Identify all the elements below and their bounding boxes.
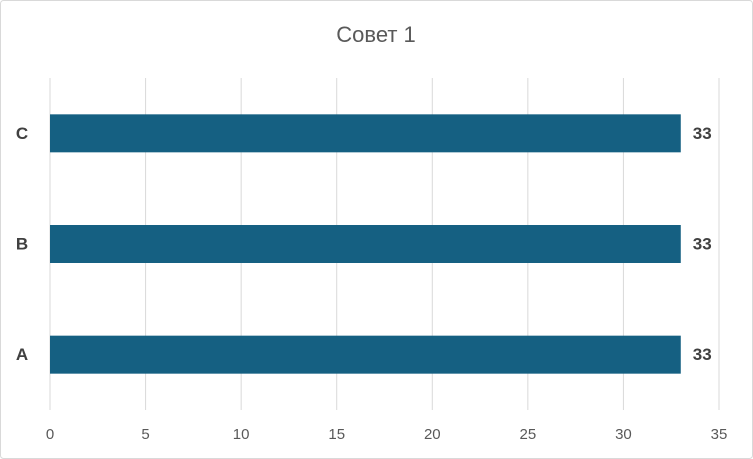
x-tick-label: 10 bbox=[233, 426, 250, 443]
x-tick-label: 25 bbox=[520, 426, 537, 443]
x-tick-label: 5 bbox=[141, 426, 149, 443]
x-tick-label: 35 bbox=[711, 426, 728, 443]
bar bbox=[50, 114, 681, 153]
x-tick-label: 15 bbox=[328, 426, 345, 443]
x-tick-label: 20 bbox=[424, 426, 441, 443]
data-label: 33 bbox=[693, 124, 712, 143]
y-tick-label: C bbox=[16, 124, 28, 143]
bar bbox=[50, 335, 681, 374]
data-label: 33 bbox=[693, 234, 712, 253]
x-tick-label: 0 bbox=[46, 426, 54, 443]
data-label: 33 bbox=[693, 345, 712, 364]
chart-title: Совет 1 bbox=[336, 22, 416, 47]
bar bbox=[50, 225, 681, 263]
y-tick-label: A bbox=[16, 345, 28, 364]
y-tick-label: B bbox=[16, 234, 28, 253]
x-tick-label: 30 bbox=[615, 426, 632, 443]
